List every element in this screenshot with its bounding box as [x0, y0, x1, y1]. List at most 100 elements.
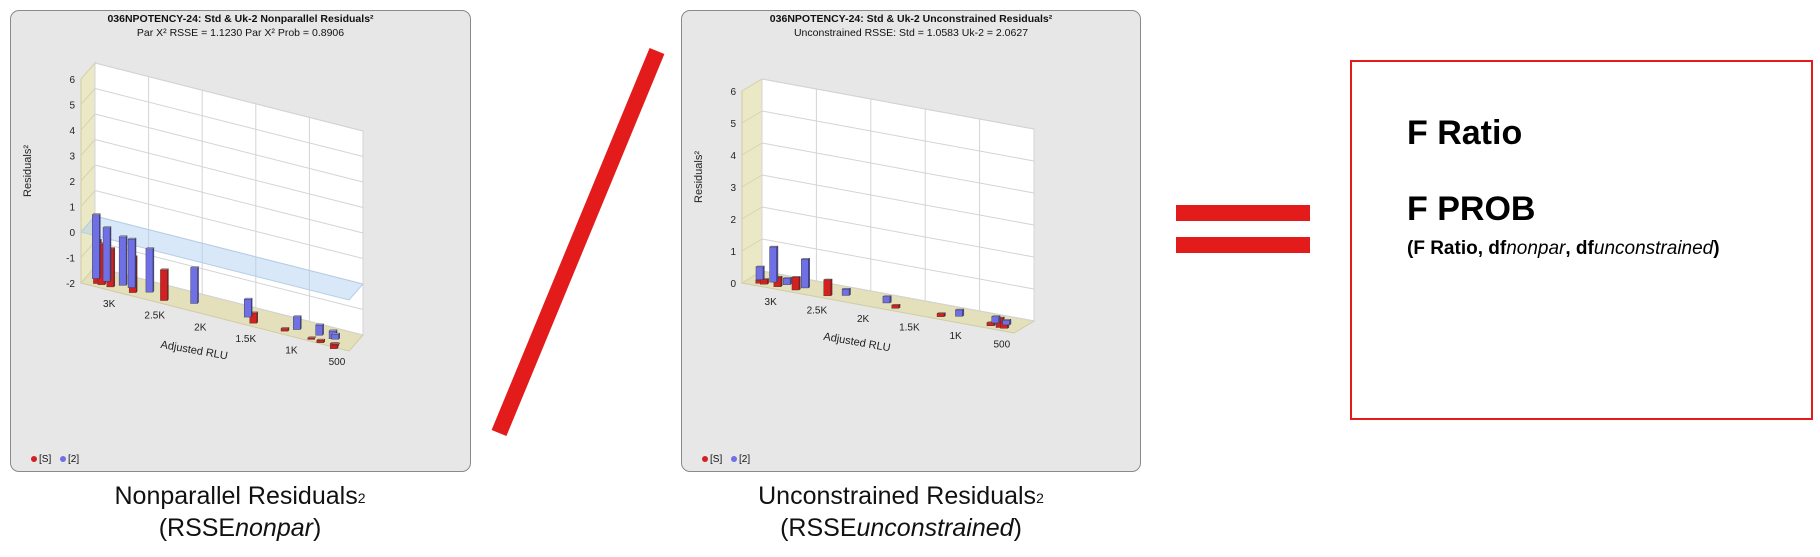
- bar-top: [755, 265, 766, 268]
- x-tick-label: 1K: [949, 331, 962, 342]
- bar-front: [991, 316, 999, 324]
- bar-2: [1001, 318, 1012, 326]
- f-ratio-result-box: F Ratio F PROB (F Ratio, dfnonpar, dfunc…: [1350, 60, 1813, 420]
- y-tick-label: -2: [66, 279, 75, 290]
- bar-s: [316, 338, 326, 344]
- x-tick-label: 1.5K: [899, 323, 920, 334]
- y-tick-label: 5: [730, 119, 736, 130]
- bar-front: [127, 238, 136, 288]
- equals-bar-top: [1176, 205, 1310, 221]
- y-tick-label: 4: [69, 126, 75, 137]
- bar-top: [145, 247, 155, 249]
- grid-line-side: [741, 110, 763, 124]
- caption-main: Nonparallel Residuals: [114, 482, 358, 510]
- y-tick-label: 0: [730, 279, 736, 290]
- bar-front: [316, 339, 324, 343]
- bar-top: [936, 312, 947, 314]
- division-slash: [491, 47, 665, 437]
- legend-label-2: [2]: [739, 453, 751, 465]
- grid-line-horizontal: [94, 190, 364, 259]
- bar-front: [782, 278, 791, 285]
- x-tick-label: 2K: [857, 314, 870, 325]
- bar-s: [331, 342, 341, 346]
- y-axis-label: Residuals²: [693, 151, 705, 203]
- caption-line-2: (RSSEnonpar): [0, 512, 480, 544]
- x-tick-label: 2K: [194, 322, 207, 333]
- bar-top: [316, 338, 326, 341]
- args-unconstrained: unconstrained: [1593, 238, 1714, 259]
- bar-side: [780, 275, 783, 288]
- bar-front: [307, 337, 316, 340]
- bar-front: [769, 246, 777, 283]
- bar-front: [882, 296, 891, 304]
- bar-side: [998, 315, 1001, 324]
- legend-dot-2: [60, 456, 67, 463]
- bar-2: [755, 265, 766, 280]
- caption-open: (RSSE: [158, 514, 236, 542]
- bar-2: [331, 332, 341, 340]
- bar-s: [280, 326, 290, 332]
- grid-line-horizontal: [94, 113, 364, 183]
- x-tick-label: 500: [329, 357, 346, 368]
- x-axis-label: Adjusted RLU: [822, 331, 891, 355]
- zero-plane: [80, 215, 364, 301]
- bar-top: [882, 295, 893, 297]
- bar-front: [331, 343, 340, 346]
- chart-title: 036NPOTENCY-24: Std & Uk-2 Unconstrained…: [769, 13, 1053, 25]
- bar-2: [127, 237, 137, 289]
- bar-top: [127, 237, 137, 240]
- bar-2: [954, 308, 965, 317]
- bar-2: [841, 287, 852, 296]
- grid-line-horizontal: [94, 62, 364, 132]
- unconstrained-residuals-chart: 036NPOTENCY-24: Std & Uk-2 Unconstrained…: [681, 10, 1141, 472]
- bar-top: [800, 258, 811, 260]
- bar-front: [791, 277, 800, 291]
- bar-2: [990, 315, 1001, 324]
- x-tick-label: 1K: [285, 345, 298, 356]
- bar-side: [808, 257, 810, 289]
- bar-top: [280, 327, 290, 329]
- bar-front: [936, 313, 945, 317]
- chart-legend: [S] [2]: [31, 454, 85, 465]
- grid-line-side: [741, 174, 763, 188]
- bar-s: [890, 303, 901, 309]
- bar-top: [331, 342, 341, 345]
- caption-line-1: Unconstrained Residuals2: [661, 480, 1141, 512]
- bar-front: [1002, 319, 1010, 326]
- grid-line-side: [80, 190, 96, 207]
- chart-plot-area: 0 1 2 3 4 5 6 3K 2.5K 2K 1.5K 1K 500 Adjusted RLU Resi…: [693, 78, 1036, 355]
- bar-2: [243, 297, 253, 318]
- grid-line-horizontal: [94, 266, 364, 336]
- grid-line-side: [80, 88, 96, 105]
- y-tick-label: 3: [69, 152, 75, 163]
- bar-side: [962, 308, 965, 317]
- legend-dot-s: [31, 456, 37, 463]
- y-tick-label: 6: [69, 75, 75, 86]
- chart-title: 036NPOTENCY-24: Std & Uk-2 Nonparallel R…: [107, 13, 374, 25]
- bar-side: [848, 287, 851, 296]
- caption-italic: unconstrained: [856, 514, 1014, 542]
- bar-top: [331, 332, 341, 335]
- bar-2: [190, 266, 200, 305]
- bar-side: [798, 276, 801, 291]
- bar-2: [145, 247, 155, 293]
- bar-top: [990, 315, 1001, 317]
- caption-line-1: Nonparallel Residuals2: [0, 480, 480, 512]
- legend-dot-s: [702, 456, 708, 463]
- grid-line-side: [741, 238, 763, 252]
- bar-s: [307, 336, 317, 340]
- bar-front: [891, 304, 899, 309]
- legend-label-s: [S]: [710, 453, 723, 465]
- x-tick-label: 2.5K: [807, 306, 828, 317]
- bar-front: [801, 258, 809, 289]
- bar-top: [292, 315, 302, 317]
- bar-s: [936, 312, 947, 318]
- y-tick-label: 0: [69, 228, 75, 239]
- bar-front: [92, 214, 100, 279]
- y-axis-label: Residuals²: [22, 145, 34, 197]
- bar-2: [91, 213, 101, 280]
- bar-top: [243, 297, 253, 300]
- bar-top: [159, 268, 169, 271]
- args-close: ): [1713, 238, 1720, 259]
- division-slash-line: [491, 47, 665, 437]
